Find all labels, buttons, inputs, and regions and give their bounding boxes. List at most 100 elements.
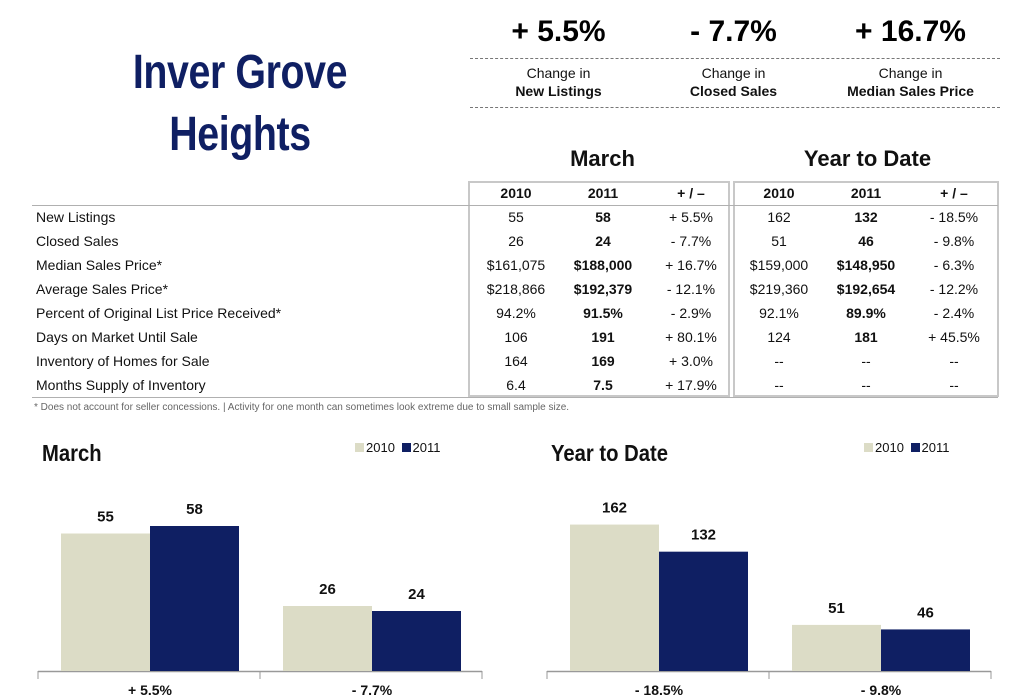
cell: 106	[504, 329, 528, 345]
cell: --	[774, 377, 784, 393]
chart-legend-ytd: 2010 2011	[864, 440, 950, 455]
cell: $159,000	[749, 257, 809, 273]
cell: + 3.0%	[669, 353, 713, 369]
kpi-label-bold: Closed Sales	[689, 83, 778, 99]
kpi-value: + 5.5%	[511, 15, 606, 48]
cell: - 2.9%	[670, 305, 712, 321]
title-line-1: Inver Grove	[132, 46, 348, 99]
cell: --	[774, 353, 784, 369]
category-label: - 7.7%	[352, 682, 393, 698]
bar-2010	[61, 533, 150, 671]
cell: - 18.5%	[929, 209, 979, 225]
chart-legend-march: 2010 2011	[355, 440, 441, 455]
col-header: + / –	[940, 185, 968, 201]
kpi-value: + 16.7%	[855, 15, 966, 48]
cell: 162	[767, 209, 791, 225]
cell: - 12.2%	[929, 281, 979, 297]
cell: - 9.8%	[933, 233, 975, 249]
cell: --	[861, 377, 871, 393]
bar-2011	[150, 526, 239, 671]
cell: 124	[767, 329, 791, 345]
cell: 6.4	[506, 377, 526, 393]
section-ytd-heading: Year to Date	[803, 146, 932, 171]
cell: $148,950	[836, 257, 896, 273]
chart-title-march: March	[42, 440, 102, 466]
bar-2010	[570, 524, 659, 671]
cell: --	[861, 353, 871, 369]
cell: + 17.9%	[665, 377, 717, 393]
cell: 58	[595, 209, 611, 225]
cell: - 6.3%	[933, 257, 975, 273]
table-row: Percent of Original List Price Received*…	[32, 301, 998, 325]
cell: $218,866	[486, 281, 546, 297]
section-month-heading: March	[570, 146, 635, 171]
kpi-top-divider	[470, 58, 1000, 59]
legend-swatch-2010	[864, 443, 873, 452]
bar-2011	[372, 611, 461, 671]
table-header-row: 2010 2011 + / – 2010 2011 + / –	[32, 181, 998, 205]
cell: 89.9%	[846, 305, 886, 321]
col-header: 2011	[850, 185, 882, 201]
row-label: Closed Sales	[36, 233, 119, 249]
cell: 191	[591, 329, 615, 345]
chart-title-ytd: Year to Date	[551, 440, 668, 466]
bar-2011	[659, 551, 748, 671]
page-title: Inver Grove Heights	[117, 42, 363, 166]
cell: - 12.1%	[666, 281, 716, 297]
bar-value-label: 51	[828, 600, 845, 617]
kpi-label: Change in	[878, 65, 943, 81]
cell: 164	[504, 353, 528, 369]
bar-2010	[283, 606, 372, 671]
col-header: 2011	[587, 185, 619, 201]
cell: 51	[771, 233, 787, 249]
kpi-median-sales-price: + 16.7% Change in Median Sales Price	[828, 12, 993, 100]
ytd-column-frame	[733, 181, 999, 397]
cell: - 2.4%	[933, 305, 975, 321]
cell: 92.1%	[759, 305, 799, 321]
bar-2010	[792, 624, 881, 671]
kpi-value: - 7.7%	[690, 15, 777, 48]
footnote: * Does not account for seller concession…	[34, 402, 570, 413]
legend-label: 2011	[412, 440, 441, 455]
cell: 94.2%	[496, 305, 536, 321]
kpi-label-bold: New Listings	[515, 83, 602, 99]
stats-table: 2010 2011 + / – 2010 2011 + / – New List…	[32, 181, 998, 397]
table-row: Average Sales Price* $218,866 $192,379 -…	[32, 277, 998, 301]
category-label: - 9.8%	[861, 682, 902, 698]
legend-swatch-2011	[910, 443, 920, 452]
table-row: Inventory of Homes for Sale 164 169 + 3.…	[32, 349, 998, 373]
cell: 24	[595, 233, 611, 249]
legend-label: 2010	[875, 440, 904, 455]
row-label: Months Supply of Inventory	[36, 377, 206, 393]
cell: 55	[508, 209, 524, 225]
cell: 169	[591, 353, 615, 369]
cell: 46	[858, 233, 874, 249]
legend-label: 2010	[366, 440, 395, 455]
month-column-frame	[468, 181, 730, 397]
legend-swatch-2011	[401, 443, 411, 452]
title-line-2: Heights	[169, 108, 311, 161]
category-label: - 18.5%	[635, 682, 684, 698]
bar-value-label: 24	[408, 586, 425, 603]
row-label: Median Sales Price*	[36, 257, 163, 273]
col-header: 2010	[500, 185, 532, 201]
kpi-closed-sales: - 7.7% Change in Closed Sales	[651, 12, 816, 100]
cell: $192,379	[573, 281, 633, 297]
table-row: Months Supply of Inventory 6.4 7.5 + 17.…	[32, 373, 998, 397]
cell: 7.5	[593, 377, 613, 393]
kpi-label: Change in	[701, 65, 766, 81]
cell: $219,360	[749, 281, 809, 297]
kpi-bottom-divider	[470, 107, 1000, 108]
cell: - 7.7%	[670, 233, 712, 249]
legend-label: 2011	[921, 440, 950, 455]
bar-value-label: 58	[186, 501, 203, 518]
category-label: + 5.5%	[128, 682, 173, 698]
bar-value-label: 26	[319, 581, 336, 598]
cell: + 45.5%	[928, 329, 980, 345]
kpi-label: Change in	[526, 65, 591, 81]
legend-swatch-2010	[355, 443, 364, 452]
bar-value-label: 55	[97, 509, 114, 526]
cell: + 5.5%	[669, 209, 713, 225]
